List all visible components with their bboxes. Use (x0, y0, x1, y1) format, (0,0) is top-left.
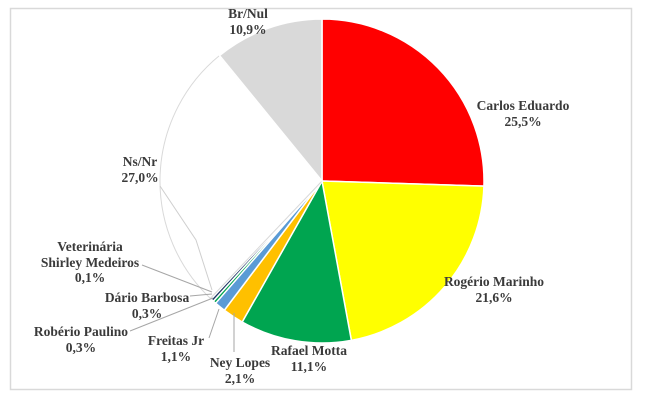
pie-slice-rogerio-marinho (321, 180, 485, 342)
slice-label-veterinaria-shirley-medeiros: Veterinária Shirley Medeiros 0,1% (40, 239, 140, 285)
slice-label-rogerio-marinho: Rogério Marinho 21,6% (443, 274, 545, 305)
slice-label-dario-barbosa: Dário Barbosa 0,3% (104, 290, 190, 321)
pie-slices-group (159, 18, 485, 344)
slice-label-ney-lopes: Ney Lopes 2,1% (209, 355, 271, 386)
leader-line-freitas-jr (208, 308, 220, 339)
slice-label-ns-nr: Ns/Nr 27,0% (121, 154, 159, 185)
pie-slice-carlos-eduardo (321, 18, 485, 187)
pie-slice-rafael-motta (241, 178, 353, 344)
leader-line-veterinaria-shirley-medeiros (141, 264, 213, 293)
slice-label-roberio-paulino: Robério Paulino 0,3% (33, 324, 129, 355)
pie-slice-ns-nr (159, 54, 323, 300)
leader-line-dario-barbosa (189, 293, 213, 297)
slice-label-rafael-motta: Rafael Motta 11,1% (270, 343, 348, 374)
leader-line-roberio-paulino (129, 297, 214, 332)
slice-label-freitas-jr: Freitas Jr 1,1% (147, 333, 205, 364)
leader-line-ns-nr (159, 185, 213, 291)
slice-label-carlos-eduardo: Carlos Eduardo 25,5% (476, 98, 570, 129)
slice-label-br-nul: Br/Nul 10,9% (228, 6, 268, 37)
pie-slice-br-nul (218, 18, 323, 184)
